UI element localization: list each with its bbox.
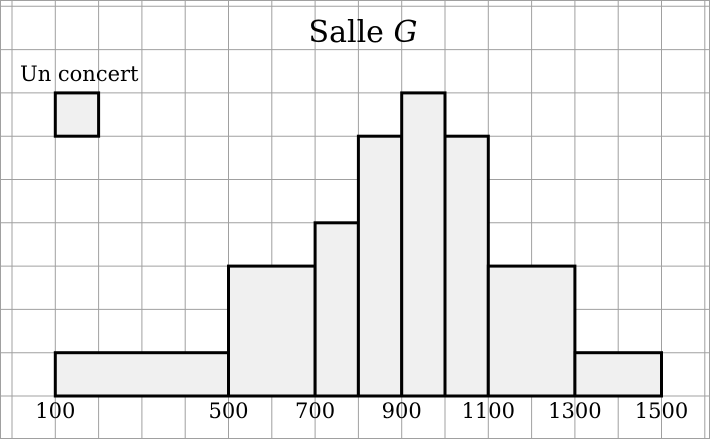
legend-label: Un concert [20,62,139,86]
histogram-bar [313,221,360,398]
histogram-bar [356,134,404,398]
histogram-bar [573,351,664,398]
histogram-bar [443,134,490,398]
histogram-bar [486,264,577,398]
chart-title-variable: G [393,15,417,50]
legend: Un concert [20,62,139,138]
histogram-bar [53,351,230,398]
chart-title: Salle G [309,15,418,50]
x-tick-label: 1300 [548,399,601,423]
histogram-bars [53,91,664,398]
x-tick-label: 1100 [462,399,515,423]
legend-unit-square [53,91,101,138]
histogram-bar [227,264,317,398]
x-tick-label: 700 [295,399,335,423]
histogram-bar [400,91,447,398]
x-tick-labels: 100 500 700 900 1100 1300 1500 [35,399,688,423]
chart-title-main: Salle [309,15,394,50]
x-tick-label: 500 [208,399,248,423]
x-tick-label: 1500 [635,399,688,423]
x-tick-label: 900 [382,399,422,423]
x-tick-label: 100 [35,399,75,423]
